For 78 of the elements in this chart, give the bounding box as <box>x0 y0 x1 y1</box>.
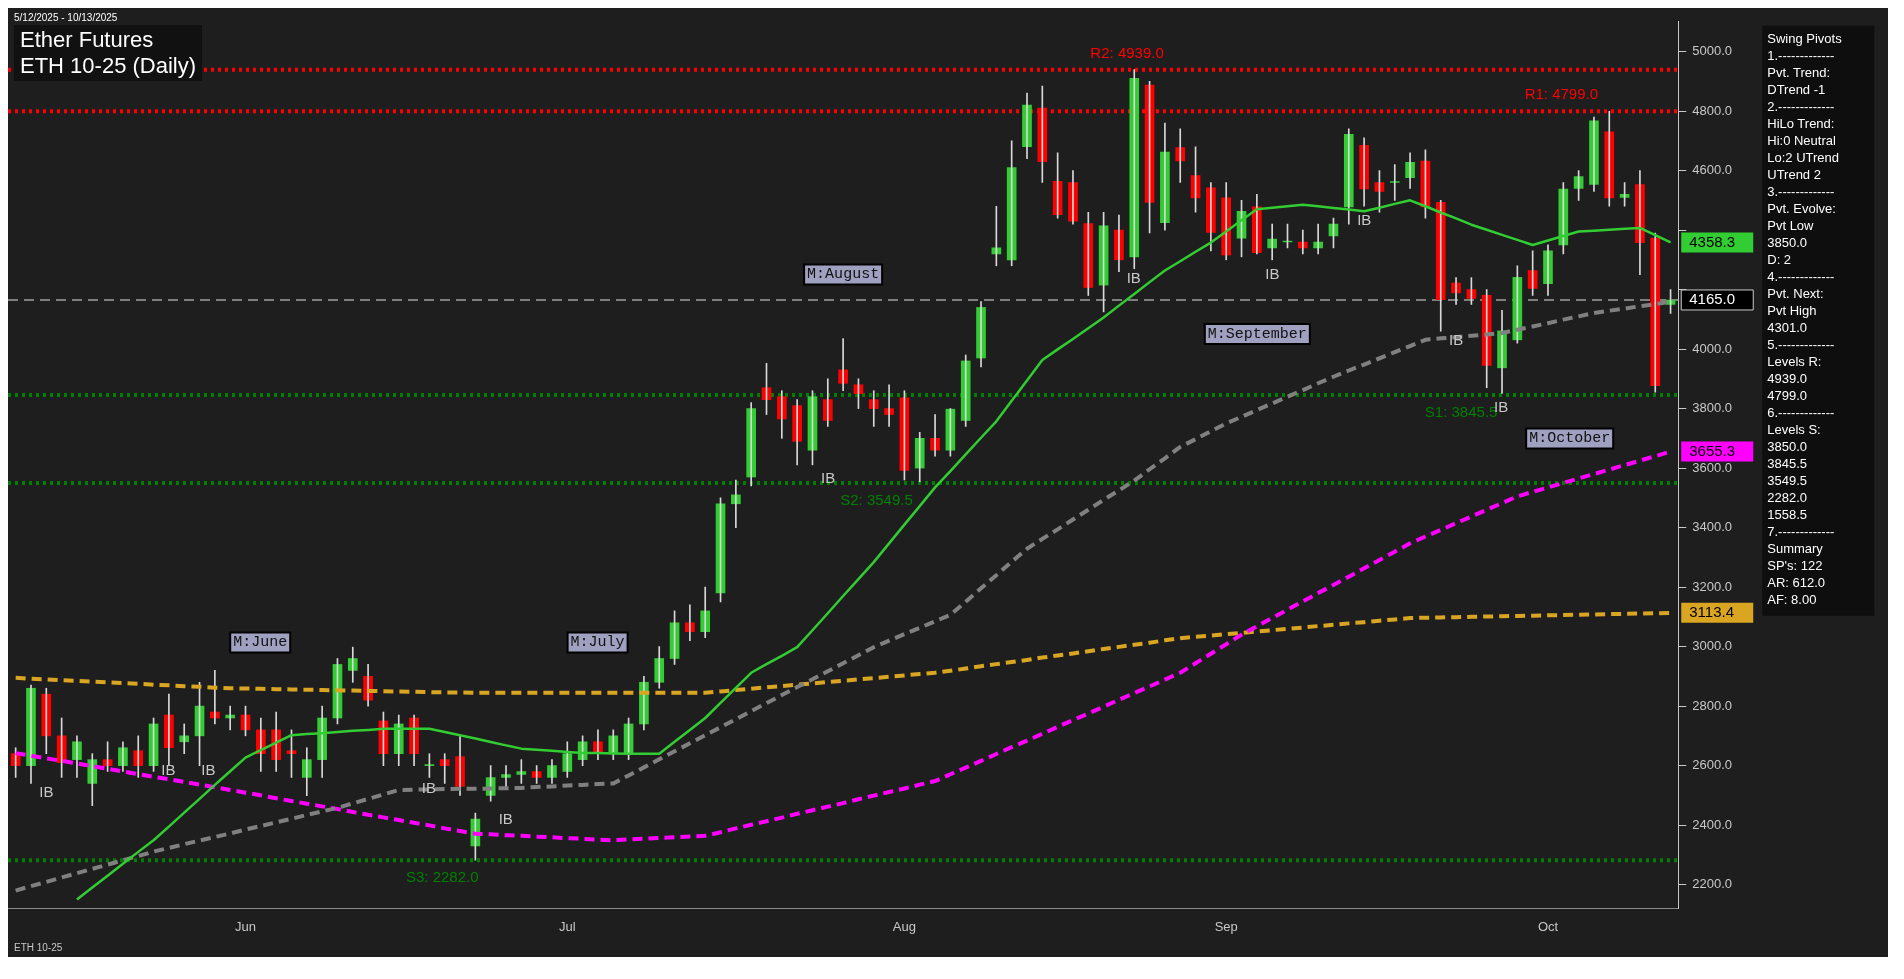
text: AR: 612.0 <box>1767 575 1826 591</box>
text: Pvt. Trend: <box>1767 65 1831 81</box>
annotation: M:October <box>1529 430 1611 448</box>
text: Hi:0 Neutral <box>1767 133 1836 149</box>
annotation: IB <box>161 761 176 779</box>
text: 3850.0 <box>1767 439 1807 455</box>
text: Levels R: <box>1767 354 1822 370</box>
text: 3850.0 <box>1767 235 1807 251</box>
text: 4939.0 <box>1767 371 1807 387</box>
text: 7.------------- <box>1767 524 1835 540</box>
annotation: 5/12/2025 - 10/13/2025 <box>14 12 119 23</box>
text: 2282.0 <box>1767 490 1807 506</box>
annotation: M:August <box>807 266 880 284</box>
text: 1.------------- <box>1767 48 1835 64</box>
text: Summary <box>1767 541 1824 557</box>
x-tick-label: Sep <box>1214 918 1238 934</box>
annotation: M:June <box>233 634 288 652</box>
y-tick-label: 4800.0 <box>1692 102 1732 118</box>
text: UTrend 2 <box>1767 167 1821 183</box>
text: Pvt Low <box>1767 218 1815 234</box>
data-label: 3113.4 <box>1689 602 1734 620</box>
x-tick-label: Oct <box>1537 918 1559 934</box>
text: 1558.5 <box>1767 507 1807 523</box>
y-tick-label: 3600.0 <box>1692 459 1732 475</box>
annotation: IB <box>1126 269 1141 287</box>
text: 4799.0 <box>1767 388 1807 404</box>
y-tick-label: 2400.0 <box>1692 816 1732 832</box>
text: ETH 10-25 <box>13 941 64 955</box>
text: D: 2 <box>1767 252 1792 268</box>
ref-line-label: S2: 3549.5 <box>840 491 913 509</box>
text: HiLo Trend: <box>1767 116 1835 132</box>
text: AF: 8.00 <box>1767 592 1817 608</box>
annotation: IB <box>201 761 216 779</box>
annotation: IB <box>1357 211 1372 229</box>
text: Swing Pivots <box>1767 31 1843 47</box>
annotation: IB <box>820 468 836 486</box>
annotation: IB <box>498 809 513 827</box>
text: Pvt. Evolve: <box>1767 201 1836 217</box>
x-tick-label: Jun <box>235 918 256 934</box>
text: 2.------------- <box>1767 99 1835 115</box>
ref-line-label: R1: 4799.0 <box>1524 85 1599 103</box>
annotation: M:July <box>570 634 625 652</box>
text: Pvt High <box>1767 303 1817 319</box>
y-tick-label: 4000.0 <box>1692 340 1732 356</box>
x-tick-label: Jul <box>558 918 576 934</box>
ref-line-label: R2: 4939.0 <box>1090 43 1164 61</box>
text: 3.------------- <box>1767 184 1835 200</box>
text: ETH 10-25 (Daily) <box>20 53 197 79</box>
ref-line-label: S3: 2282.0 <box>405 868 479 886</box>
y-tick-label: 5000.0 <box>1692 43 1732 59</box>
annotation: M:September <box>1207 325 1307 343</box>
y-tick-label: 3800.0 <box>1692 400 1732 416</box>
y-tick-label: 2800.0 <box>1692 697 1732 713</box>
text: Levels S: <box>1767 422 1821 438</box>
text: DTrend -1 <box>1767 82 1826 98</box>
annotation: IB <box>421 778 436 796</box>
text: 4301.0 <box>1767 320 1807 336</box>
chart-title: Ether Futures <box>20 27 155 53</box>
data-label: 3655.3 <box>1689 441 1736 459</box>
text: SP's: 122 <box>1767 558 1823 574</box>
y-tick-label: 3000.0 <box>1692 638 1732 654</box>
text: 3845.5 <box>1767 456 1807 472</box>
y-tick-label: 3400.0 <box>1692 519 1732 535</box>
data-label: 4358.3 <box>1689 232 1736 250</box>
text: 3549.5 <box>1767 473 1807 489</box>
x-tick-label: Aug <box>892 918 916 934</box>
y-tick-label: 2600.0 <box>1692 757 1732 773</box>
annotation: IB <box>1265 264 1280 282</box>
y-tick-label: 4600.0 <box>1692 162 1732 178</box>
text: Pvt. Next: <box>1767 286 1824 302</box>
text: 6.------------- <box>1767 405 1835 421</box>
text: 4.------------- <box>1767 269 1835 285</box>
text: Lo:2 UTrend <box>1767 150 1840 166</box>
y-tick-label: 3200.0 <box>1692 578 1732 594</box>
text: 5.------------- <box>1767 337 1835 353</box>
ref-line-label: 4165.0 <box>1689 290 1736 308</box>
annotation: IB <box>39 783 54 801</box>
y-tick-label: 2200.0 <box>1692 876 1732 892</box>
